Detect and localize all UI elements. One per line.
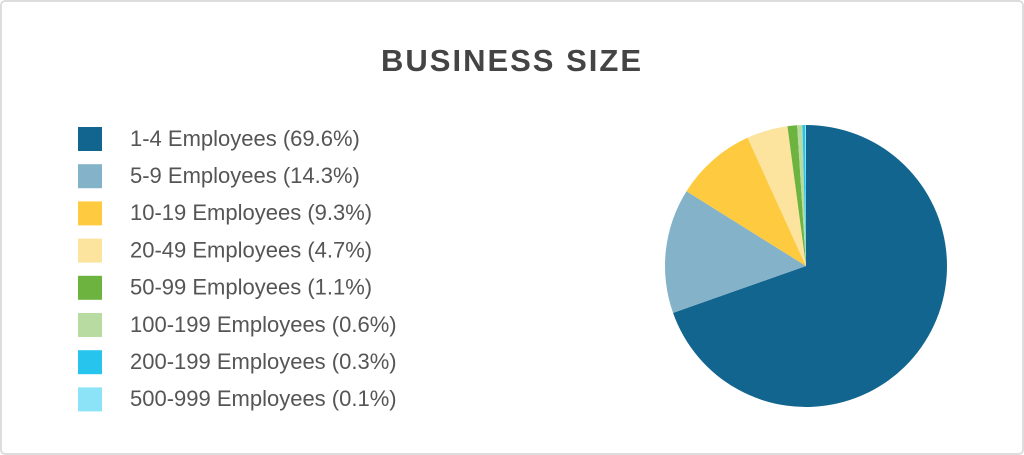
pie-slice [673, 125, 947, 407]
legend-swatch [78, 201, 102, 226]
legend-swatch [78, 313, 102, 337]
legend-label: 20-49 Employees (4.7%) [130, 237, 372, 262]
legend-label: 1-4 Employees (69.6%) [130, 126, 360, 151]
pie-slice [797, 125, 806, 267]
legend-swatch [78, 127, 102, 151]
legend-swatch [78, 275, 102, 300]
legend-label: 5-9 Employees (14.3%) [130, 163, 360, 188]
legend-label: 200-199 Employees (0.3%) [130, 349, 397, 374]
legend-label: 100-199 Employees (0.6%) [130, 312, 397, 337]
legend-label: 50-99 Employees (1.1%) [130, 275, 372, 300]
legend-swatch [78, 238, 102, 263]
pie-slice [787, 125, 806, 266]
pie-slice [665, 191, 806, 313]
chart-title: BUSINESS SIZE [381, 43, 643, 78]
legend-swatch [78, 164, 102, 189]
legend-swatch [78, 350, 102, 375]
pie-slice [686, 137, 806, 266]
legend-label: 500-999 Employees (0.1%) [130, 386, 397, 411]
pie-slice [747, 126, 806, 267]
legend-swatch [78, 387, 102, 412]
legend-label: 10-19 Employees (9.3%) [130, 200, 372, 225]
pie-slice [805, 125, 806, 266]
pie-slice [802, 125, 806, 267]
